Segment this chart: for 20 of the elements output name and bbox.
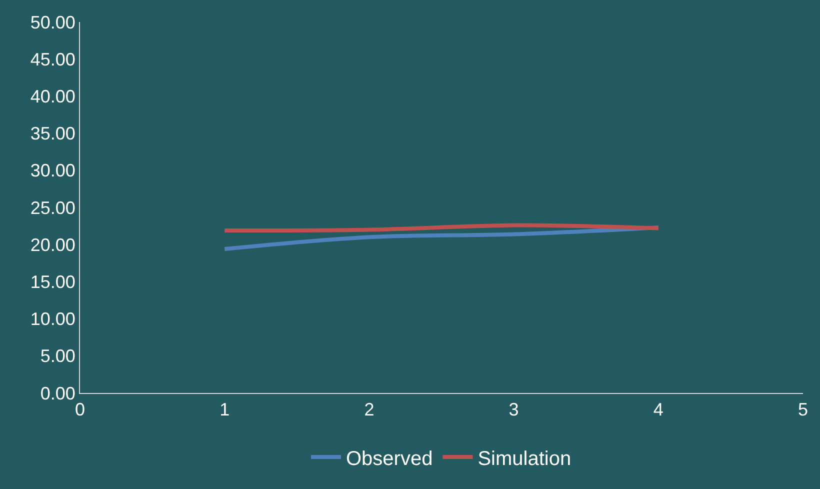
y-tick-label: 50.00: [30, 12, 76, 32]
y-tick-label: 20.00: [30, 234, 76, 255]
y-tick-label: 25.00: [30, 198, 76, 218]
y-tick-label: 5.00: [40, 346, 76, 366]
x-tick-label: 1: [220, 400, 230, 420]
y-tick-label: 0.00: [40, 383, 76, 404]
line-series: [222, 226, 660, 252]
x-tick-label: 3: [508, 400, 519, 420]
x-tick-label: 0: [74, 400, 86, 420]
x-tick-label: 2: [364, 400, 374, 420]
y-tick-label: 10.00: [30, 309, 76, 330]
x-tick-label: 5: [798, 400, 808, 420]
y-tick-label: 40.00: [30, 86, 76, 106]
y-tick-label: 35.00: [30, 124, 76, 144]
y-tick-label: 45.00: [30, 49, 76, 70]
x-tick-label: 4: [653, 400, 664, 420]
y-tick-label: 15.00: [30, 272, 76, 292]
legend-label: Simulation: [478, 448, 572, 470]
y-tick-label: 30.00: [30, 160, 76, 181]
legend-label: Observed: [346, 448, 433, 470]
